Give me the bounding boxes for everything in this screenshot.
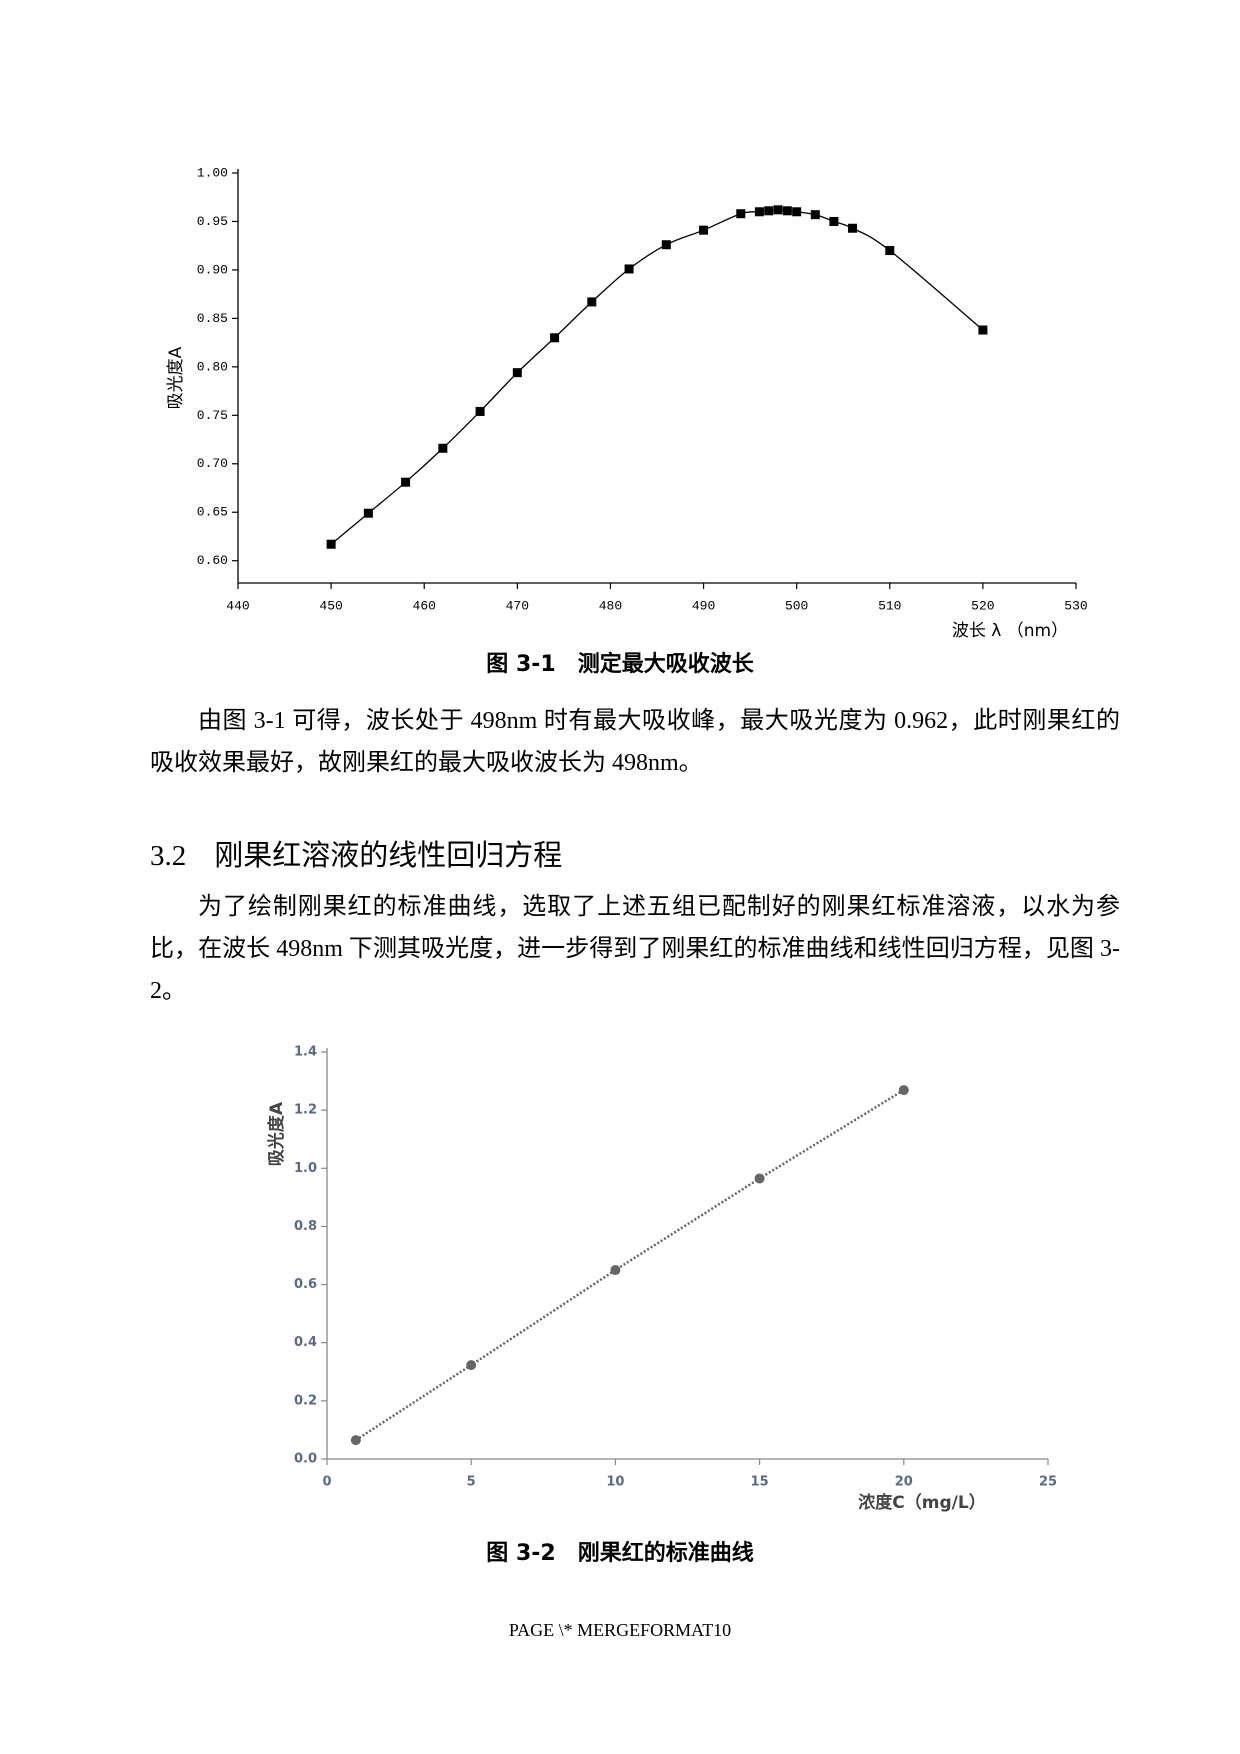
data-point	[466, 1360, 477, 1371]
data-point	[754, 1173, 765, 1184]
section-heading: 3.2 刚果红溶液的线性回归方程	[150, 832, 590, 874]
x-tick-label: 450	[319, 598, 342, 613]
y-tick-label: 1.2	[294, 1103, 317, 1118]
y-tick-label: 0.65	[197, 505, 228, 520]
section-number: 3.2	[150, 840, 187, 872]
data-point	[773, 205, 783, 215]
figure-caption: 图 3-1 测定最大吸收波长	[486, 652, 754, 677]
y-axis-label: 吸光度A	[166, 346, 186, 409]
data-point	[754, 207, 764, 217]
data-point	[512, 368, 522, 378]
y-tick-label: 0.60	[197, 553, 228, 568]
data-point	[401, 477, 411, 487]
y-tick-label: 0.8	[294, 1219, 317, 1234]
y-tick-label: 1.00	[197, 165, 228, 180]
x-tick-label: 25	[1039, 1475, 1057, 1490]
x-tick-label: 0	[322, 1475, 331, 1490]
x-tick-label: 480	[599, 598, 622, 613]
y-axis-label: 吸光度A	[266, 1101, 287, 1166]
data-point	[624, 264, 634, 274]
y-tick-label: 0.90	[197, 262, 228, 277]
x-tick-label: 15	[751, 1475, 769, 1490]
y-tick-label: 0.75	[197, 408, 228, 423]
data-point	[885, 246, 895, 256]
x-tick-label: 440	[226, 598, 249, 613]
data-point	[326, 539, 336, 549]
y-tick-label: 0.85	[197, 311, 228, 326]
data-point	[350, 1435, 361, 1446]
data-line	[330, 209, 984, 545]
x-tick-label: 460	[413, 598, 436, 613]
x-tick-label: 470	[506, 598, 529, 613]
data-point	[764, 206, 774, 216]
data-point	[363, 508, 373, 518]
y-tick-label: 1.4	[294, 1045, 317, 1060]
data-point	[475, 406, 485, 416]
y-tick-label: 0.6	[294, 1277, 317, 1292]
section-title: 刚果红溶液的线性回归方程	[214, 840, 563, 872]
y-tick-label: 0.80	[197, 359, 228, 374]
x-tick-label: 490	[692, 598, 715, 613]
x-tick-label: 530	[1064, 598, 1087, 613]
x-tick-label: 500	[785, 598, 808, 613]
data-point	[661, 240, 671, 250]
figure-caption: 图 3-2 刚果红的标准曲线	[486, 1541, 754, 1566]
data-point	[550, 333, 560, 343]
x-tick-label: 10	[606, 1475, 624, 1490]
y-tick-label: 0.0	[294, 1452, 317, 1467]
data-point	[898, 1085, 909, 1096]
data-point	[438, 443, 448, 453]
y-tick-label: 1.0	[294, 1161, 317, 1176]
data-point	[810, 210, 820, 220]
data-point	[610, 1265, 621, 1276]
x-tick-label: 510	[878, 598, 901, 613]
data-point	[736, 209, 746, 219]
y-tick-label: 0.95	[197, 214, 228, 229]
data-line	[355, 1089, 905, 1442]
data-point	[848, 223, 858, 233]
paragraph: 由图 3-1 可得，波长处于 498nm 时有最大吸收峰，最大吸光度为 0.96…	[150, 708, 1120, 776]
x-tick-label: 5	[467, 1475, 476, 1490]
paragraph: 为了绘制刚果红的标准曲线，选取了上述五组已配制好的刚果红标准溶液，以水为参比，在…	[150, 894, 1120, 1004]
x-tick-label: 520	[971, 598, 994, 613]
data-point	[782, 206, 792, 216]
data-point	[587, 297, 597, 307]
y-tick-label: 0.4	[294, 1335, 317, 1350]
page-footer: PAGE \* MERGEFORMAT10	[508, 1620, 732, 1640]
data-point	[699, 225, 709, 235]
x-axis-label: 浓度C（mg/L）	[858, 1492, 985, 1513]
data-point	[829, 216, 839, 226]
data-point	[792, 207, 802, 217]
y-tick-label: 0.70	[197, 456, 228, 471]
x-axis-label: 波长 λ （nm）	[952, 621, 1068, 641]
data-point	[978, 325, 988, 335]
x-tick-label: 20	[895, 1475, 913, 1490]
y-tick-label: 0.2	[294, 1393, 317, 1408]
